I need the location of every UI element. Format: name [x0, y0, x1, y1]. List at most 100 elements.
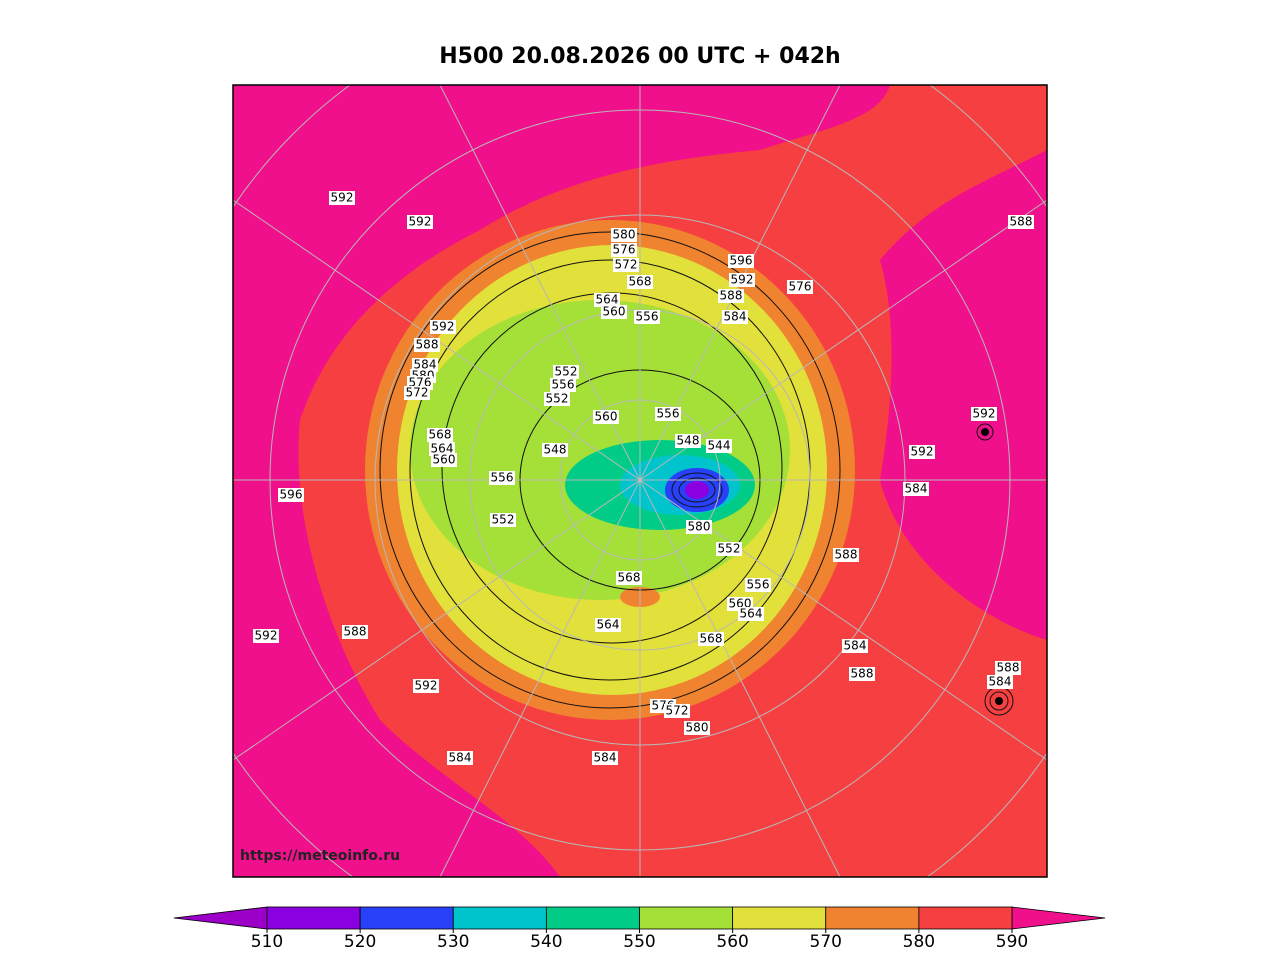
- colorbar: 510 520 530 540 550 560 570 580 590: [173, 906, 1106, 952]
- contour-label-bg: [971, 407, 997, 421]
- contour-label: 564: [597, 618, 620, 632]
- contour-label-bg: [253, 629, 279, 643]
- contour-label: 596: [730, 254, 753, 268]
- contour-label-bg: [787, 280, 813, 294]
- contour-label: 556: [747, 578, 770, 592]
- contour-label: 584: [724, 310, 747, 324]
- contour-label-bg: [995, 661, 1021, 675]
- colorbar-tick-label: 590: [996, 932, 1028, 952]
- contour-label: 552: [546, 392, 569, 406]
- contour-label-bg: [616, 571, 642, 585]
- contour-label-bg: [634, 310, 660, 324]
- contour-label: 584: [905, 482, 928, 496]
- contour-label: 592: [731, 273, 754, 287]
- colorbar-tick-label: 560: [716, 932, 748, 952]
- contour-label: 560: [603, 305, 626, 319]
- colorbar-over: [1011, 906, 1106, 930]
- contour-label: 568: [618, 571, 641, 585]
- contour-label: 556: [636, 310, 659, 324]
- colorbar-box: [266, 906, 361, 930]
- contour-label-bg: [407, 215, 433, 229]
- colorbar-tick-label: 570: [810, 932, 842, 952]
- contour-label-bg: [684, 721, 710, 735]
- contour-label: 596: [280, 488, 303, 502]
- contour-label-bg: [728, 254, 754, 268]
- contour-label: 580: [686, 721, 709, 735]
- contour-label-bg: [489, 471, 515, 485]
- contour-label-bg: [655, 407, 681, 421]
- contour-label: 572: [406, 386, 429, 400]
- contour-label-bg: [550, 378, 576, 392]
- contour-label: 552: [555, 365, 578, 379]
- contour-label-bg: [490, 513, 516, 527]
- colorbar-under: [173, 906, 268, 930]
- contour-label: 564: [740, 607, 763, 621]
- contour-label: 548: [544, 443, 567, 457]
- contour-label: 592: [911, 445, 934, 459]
- contour-label: 576: [789, 280, 812, 294]
- contour-label: 568: [429, 428, 452, 442]
- contour-label-bg: [542, 443, 568, 457]
- contour-label: 588: [835, 548, 858, 562]
- contour-label-bg: [675, 434, 701, 448]
- contour-label-bg: [613, 258, 639, 272]
- contour-label-bg: [594, 293, 620, 307]
- contour-label: 584: [844, 639, 867, 653]
- colorbar-box: [918, 906, 1013, 930]
- contour-label-bg: [592, 751, 618, 765]
- contour-label: 592: [415, 679, 438, 693]
- contour-label: 592: [331, 191, 354, 205]
- contour-label-bg: [698, 632, 724, 646]
- contour-label: 588: [344, 625, 367, 639]
- contour-label: 584: [989, 675, 1012, 689]
- contour-label: 556: [552, 378, 575, 392]
- contour-label-bg: [611, 228, 637, 242]
- contour-label: 568: [700, 632, 723, 646]
- contour-label-bg: [413, 679, 439, 693]
- contour-label: 544: [708, 439, 731, 453]
- contour-label: 552: [492, 513, 515, 527]
- contour-label-bg: [414, 338, 440, 352]
- title: H500 20.08.2026 00 UTC + 042h: [439, 44, 840, 69]
- contour-label-bg: [601, 305, 627, 319]
- colorbar-tick-label: 540: [530, 932, 562, 952]
- contour-label-bg: [1008, 215, 1034, 229]
- contour-label-bg: [627, 275, 653, 289]
- contour-label: 580: [613, 228, 636, 242]
- contour-label: 592: [409, 215, 432, 229]
- contour-label-bg: [427, 428, 453, 442]
- colorbar-box: [825, 906, 920, 930]
- contour-label: 548: [677, 434, 700, 448]
- contour-label: 564: [596, 293, 619, 307]
- watermark: https://meteoinfo.ru: [240, 848, 400, 864]
- colorbar-tick-label: 530: [437, 932, 469, 952]
- contour-label-bg: [729, 273, 755, 287]
- colorbar-box: [732, 906, 827, 930]
- contour-label-bg: [412, 358, 438, 372]
- contour-label: 588: [720, 289, 743, 303]
- contour-label-bg: [544, 392, 570, 406]
- contour-label-bg: [593, 410, 619, 424]
- contour-label: 592: [255, 629, 278, 643]
- contour-label-bg: [722, 310, 748, 324]
- colorbar-tick-label: 550: [623, 932, 655, 952]
- colorbar-box: [452, 906, 547, 930]
- contour-label-bg: [429, 442, 455, 456]
- contour-label: 560: [595, 410, 618, 424]
- contour-label: 588: [416, 338, 439, 352]
- contour-label-bg: [611, 243, 637, 257]
- contour-label-bg: [278, 488, 304, 502]
- contour-label: 588: [851, 667, 874, 681]
- contour-label-bg: [718, 289, 744, 303]
- contour-label: 592: [432, 320, 455, 334]
- contour-label-bg: [987, 675, 1013, 689]
- contour-label-bg: [903, 482, 929, 496]
- contour-label-bg: [430, 320, 456, 334]
- contour-label: 584: [414, 358, 437, 372]
- map: https://meteoinfo.ru 592 592 580 576 572 568 5…: [233, 85, 1047, 877]
- contour-label-bg: [833, 548, 859, 562]
- contour-label-bg: [553, 365, 579, 379]
- contour-label: 572: [615, 258, 638, 272]
- contour-label: 552: [718, 542, 741, 556]
